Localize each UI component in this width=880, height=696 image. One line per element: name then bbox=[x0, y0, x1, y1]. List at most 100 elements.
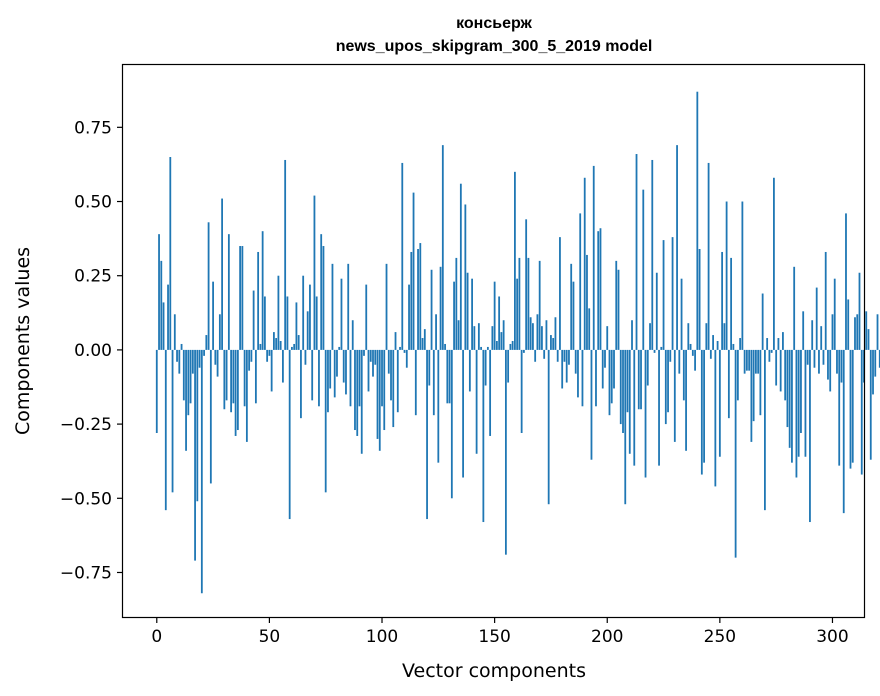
bar-214 bbox=[637, 349, 640, 410]
bar-100 bbox=[381, 349, 383, 407]
bar-83 bbox=[342, 349, 345, 383]
bar-257 bbox=[734, 349, 737, 558]
bar-158 bbox=[511, 341, 514, 350]
bar-119 bbox=[423, 329, 426, 350]
bar-62 bbox=[295, 302, 298, 350]
bar-308 bbox=[849, 349, 852, 469]
bar-109 bbox=[401, 162, 404, 350]
bar-13 bbox=[185, 349, 187, 451]
bar-66 bbox=[304, 349, 307, 365]
bar-131 bbox=[450, 349, 453, 499]
bar-12 bbox=[182, 349, 185, 401]
bar-65 bbox=[302, 275, 305, 350]
bar-179 bbox=[559, 237, 561, 350]
bar-11 bbox=[180, 343, 183, 350]
x-tick-label: 100 bbox=[366, 627, 398, 647]
bar-258 bbox=[736, 349, 739, 401]
bar-256 bbox=[732, 343, 735, 350]
bar-281 bbox=[788, 349, 791, 448]
bar-304 bbox=[840, 349, 843, 383]
bar-40 bbox=[245, 349, 248, 442]
bar-28 bbox=[218, 314, 221, 350]
bar-138 bbox=[466, 272, 469, 350]
bar-57 bbox=[284, 159, 287, 350]
bar-165 bbox=[527, 257, 530, 350]
bar-42 bbox=[250, 349, 253, 362]
bar-111 bbox=[405, 349, 408, 368]
bar-137 bbox=[464, 204, 467, 350]
bar-184 bbox=[570, 263, 573, 350]
bar-217 bbox=[644, 349, 647, 478]
bar-96 bbox=[372, 349, 374, 377]
bar-139 bbox=[468, 349, 471, 392]
bar-261 bbox=[743, 349, 746, 374]
bar-27 bbox=[216, 349, 219, 377]
bar-279 bbox=[784, 349, 787, 401]
bar-223 bbox=[658, 349, 660, 466]
bar-1 bbox=[158, 234, 160, 350]
bar-69 bbox=[311, 349, 314, 401]
bar-123 bbox=[432, 349, 435, 416]
x-tick-label: 250 bbox=[704, 627, 736, 647]
bar-7 bbox=[171, 349, 174, 493]
bar-182 bbox=[565, 349, 568, 383]
bar-293 bbox=[815, 287, 818, 350]
bar-118 bbox=[421, 338, 424, 350]
bar-89 bbox=[356, 349, 359, 436]
bar-99 bbox=[378, 349, 381, 451]
bar-240 bbox=[696, 91, 699, 350]
bar-321 bbox=[878, 349, 880, 368]
bar-75 bbox=[324, 349, 327, 493]
bar-174 bbox=[547, 349, 550, 505]
bar-206 bbox=[619, 349, 622, 425]
bar-154 bbox=[502, 320, 505, 350]
bar-22 bbox=[205, 335, 208, 350]
bar-209 bbox=[626, 349, 629, 413]
bar-56 bbox=[282, 349, 284, 383]
bar-87 bbox=[351, 320, 354, 350]
bar-175 bbox=[550, 335, 552, 350]
bar-185 bbox=[572, 281, 575, 350]
bar-101 bbox=[383, 349, 386, 431]
bar-53 bbox=[275, 338, 278, 350]
bar-211 bbox=[631, 320, 633, 350]
bar-302 bbox=[836, 349, 838, 374]
bar-49 bbox=[266, 349, 269, 362]
bar-132 bbox=[453, 281, 455, 350]
bar-133 bbox=[455, 257, 458, 350]
bar-239 bbox=[694, 349, 696, 371]
x-axis-label: Vector components bbox=[402, 660, 586, 682]
bar-60 bbox=[291, 346, 293, 350]
bar-19 bbox=[198, 349, 201, 368]
bar-264 bbox=[750, 349, 753, 442]
y-axis-label: Components values bbox=[12, 247, 34, 435]
bar-259 bbox=[739, 338, 742, 350]
bar-31 bbox=[225, 349, 228, 401]
bar-38 bbox=[241, 246, 244, 350]
bar-282 bbox=[791, 349, 793, 463]
chart-title-line1: консьерж bbox=[456, 15, 532, 32]
bar-15 bbox=[189, 349, 192, 404]
bar-229 bbox=[671, 237, 674, 350]
bar-244 bbox=[705, 323, 708, 350]
bar-88 bbox=[354, 349, 356, 431]
y-tick-label: −0.25 bbox=[60, 415, 112, 435]
bar-313 bbox=[860, 349, 863, 475]
bar-70 bbox=[313, 195, 316, 350]
x-tick-label: 0 bbox=[151, 627, 162, 647]
bar-144 bbox=[480, 346, 483, 350]
bar-297 bbox=[824, 251, 827, 350]
bar-161 bbox=[518, 257, 521, 350]
bar-45 bbox=[257, 251, 260, 350]
bar-266 bbox=[754, 349, 757, 374]
bar-63 bbox=[297, 335, 300, 350]
bar-192 bbox=[588, 308, 591, 350]
bar-273 bbox=[770, 349, 773, 353]
bar-263 bbox=[748, 349, 751, 371]
bar-260 bbox=[741, 201, 744, 350]
bar-61 bbox=[293, 343, 296, 350]
bar-120 bbox=[426, 349, 428, 520]
bar-238 bbox=[691, 349, 694, 356]
bar-208 bbox=[624, 349, 627, 505]
bar-20 bbox=[200, 349, 203, 594]
